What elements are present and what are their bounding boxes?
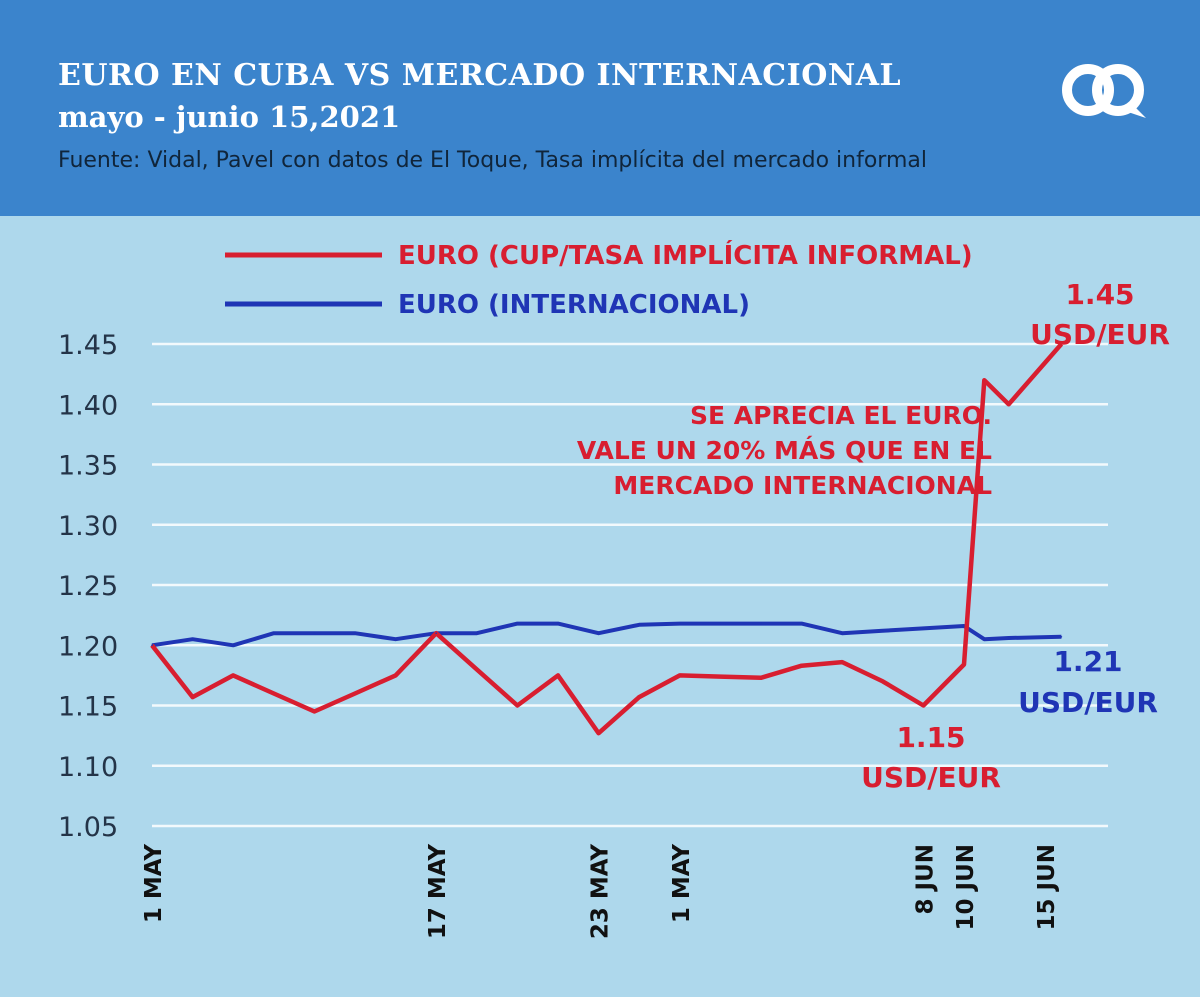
annotation-intl-unit: USD/EUR [1018, 686, 1158, 719]
x-tick-label: 8 JUN [912, 844, 938, 915]
data-point-informal [1007, 403, 1010, 406]
data-point-internacional [719, 622, 722, 625]
data-point-internacional [597, 632, 600, 634]
data-point-internacional [1007, 637, 1010, 639]
data-point-informal [191, 696, 194, 698]
legend-label-informal: EURO (CUP/TASA IMPLÍCITA INFORMAL) [398, 239, 973, 271]
data-point-informal [1060, 343, 1063, 345]
x-tick-label: 1 MAY [141, 844, 167, 923]
data-point-internacional [516, 622, 519, 625]
x-tick-label: 10 JUN [953, 844, 979, 931]
data-point-informal [882, 680, 884, 683]
series-line-informal [150, 342, 1064, 736]
data-point-internacional [151, 644, 153, 647]
annotation-peak-unit: USD/EUR [1030, 318, 1170, 351]
data-point-informal [800, 664, 803, 667]
legend-label-internacional: EURO (INTERNACIONAL) [398, 290, 750, 320]
y-tick-label: 1.10 [58, 752, 118, 783]
data-point-internacional [983, 638, 986, 640]
annotation-note-line-3: MERCADO INTERNACIONAL [613, 471, 992, 500]
data-point-internacional [841, 632, 843, 634]
x-axis-ticks: 1 MAY 17 MAY 23 MAY 1 MAY 8 JUN 10 JUN 15 JUN [141, 844, 1060, 940]
annotation-peak: 1.45 USD/EUR [1030, 278, 1170, 351]
y-tick-label: 1.35 [58, 451, 118, 482]
annotation-low: 1.15 USD/EUR [861, 721, 1001, 794]
data-point-informal [354, 692, 356, 695]
data-point-informal [983, 379, 986, 381]
chart-title: EURO EN CUBA VS MERCADO INTERNACIONAL [58, 58, 902, 93]
data-point-informal [922, 704, 925, 707]
x-tick-label: 17 MAY [425, 844, 451, 940]
x-tick-label: 23 MAY [588, 844, 614, 940]
annotation-peak-value: 1.45 [1065, 278, 1134, 311]
y-tick-label: 1.40 [58, 390, 118, 421]
data-point-informal [679, 674, 681, 677]
y-tick-label: 1.15 [58, 692, 118, 723]
y-tick-label: 1.25 [58, 571, 118, 602]
data-point-informal [841, 661, 843, 663]
data-point-internacional [394, 638, 397, 640]
chart-subtitle: mayo - junio 15,2021 [58, 100, 401, 134]
data-point-internacional [476, 632, 478, 634]
data-point-internacional [232, 644, 234, 647]
data-point-internacional [354, 632, 356, 634]
data-point-informal [557, 674, 559, 677]
y-tick-label: 1.45 [58, 330, 118, 361]
series-points [151, 343, 1063, 734]
y-tick-label: 1.05 [58, 812, 118, 843]
data-point-internacional [557, 622, 559, 625]
data-point-internacional [922, 627, 925, 630]
line-chart: 1.05 1.10 1.15 1.20 1.25 1.30 1.35 1.40 1.45 1 M… [58, 239, 1170, 940]
interlinked-rings-logo-icon [1058, 60, 1150, 127]
data-point-internacional [1060, 636, 1063, 638]
data-point-internacional [800, 622, 803, 625]
data-point-informal [232, 674, 234, 677]
x-tick-label: 15 JUN [1034, 844, 1060, 931]
data-point-internacional [191, 638, 194, 640]
data-point-internacional [313, 632, 316, 634]
data-point-internacional [638, 624, 640, 626]
data-point-informal [394, 674, 397, 677]
data-point-informal [476, 668, 478, 671]
annotation-intl: 1.21 USD/EUR [1018, 645, 1158, 719]
data-point-informal [313, 710, 316, 713]
annotation-note-line-2: VALE UN 20% MÁS QUE EN EL [577, 436, 992, 465]
annotation-intl-value: 1.21 [1053, 645, 1122, 678]
annotation-low-value: 1.15 [896, 721, 965, 754]
series-line-internacional [151, 621, 1062, 648]
x-tick-label: 1 MAY [669, 844, 695, 923]
data-point-internacional [679, 622, 681, 625]
header-banner: EURO EN CUBA VS MERCADO INTERNACIONAL ma… [0, 0, 1200, 216]
data-point-informal [719, 675, 722, 678]
grid-lines [152, 342, 1108, 828]
annotation-note: SE APRECIA EL EURO. VALE UN 20% MÁS QUE … [577, 401, 992, 500]
data-point-internacional [273, 632, 275, 634]
y-tick-label: 1.30 [58, 511, 118, 542]
data-point-internacional [760, 622, 762, 625]
data-point-informal [273, 692, 275, 695]
data-point-internacional [882, 630, 884, 632]
data-point-informal [597, 732, 600, 734]
annotation-note-line-1: SE APRECIA EL EURO. [690, 401, 992, 430]
data-point-informal [760, 677, 762, 679]
legend: EURO (CUP/TASA IMPLÍCITA INFORMAL) EURO … [225, 239, 973, 320]
annotation-low-unit: USD/EUR [861, 761, 1001, 794]
data-point-internacional [963, 625, 965, 627]
y-axis-ticks: 1.05 1.10 1.15 1.20 1.25 1.30 1.35 1.40 1.45 [58, 330, 118, 843]
chart-source: Fuente: Vidal, Pavel con datos de El Toq… [58, 148, 927, 173]
data-point-informal [516, 704, 519, 707]
data-point-informal [638, 696, 640, 698]
y-tick-label: 1.20 [58, 631, 118, 662]
data-point-internacional [435, 632, 438, 634]
data-point-informal [963, 663, 965, 666]
